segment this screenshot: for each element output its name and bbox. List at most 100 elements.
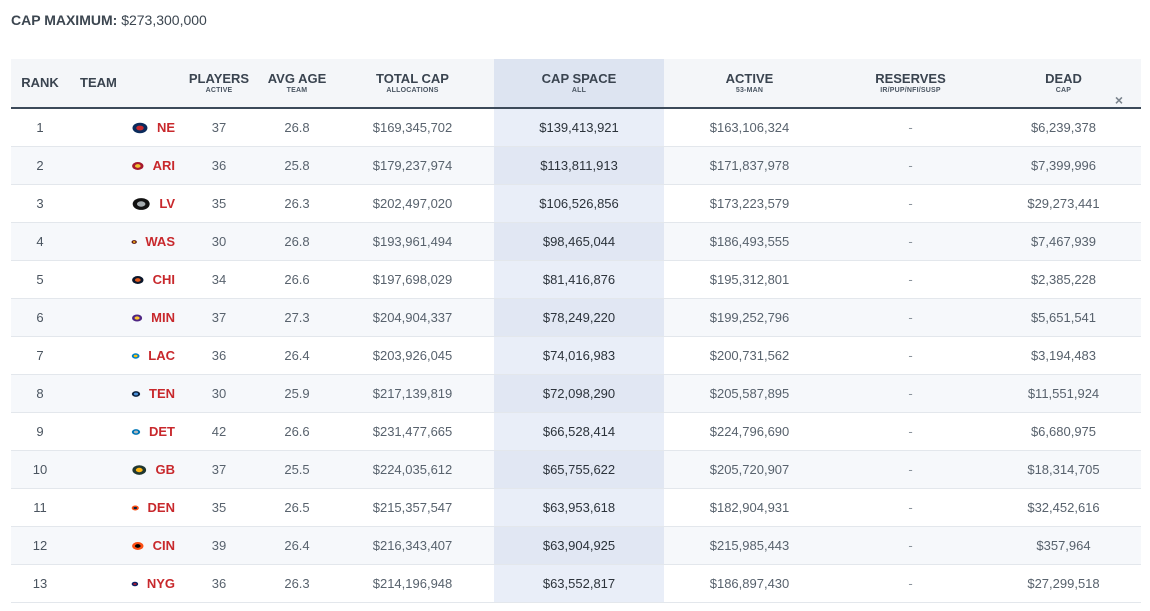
table-row: 8 TEN 30 25.9 $217,139,819 $72,098,290 $205,58… bbox=[11, 374, 1141, 413]
team-abbr[interactable]: MIN bbox=[151, 310, 175, 325]
team-cell[interactable]: MIN bbox=[69, 298, 175, 337]
team-cell[interactable]: ARI bbox=[69, 146, 175, 185]
team-abbr[interactable]: CHI bbox=[152, 272, 175, 287]
reserves-cell: - bbox=[835, 488, 986, 527]
cap-space-cell: $65,755,622 bbox=[494, 450, 664, 489]
team-abbr[interactable]: LAC bbox=[148, 348, 175, 363]
reserves-cell: - bbox=[835, 412, 986, 451]
avg-age-cell: 26.3 bbox=[263, 184, 331, 223]
team-cell[interactable]: NYG bbox=[69, 564, 175, 603]
table-row: 5 CHI 34 26.6 $197,698,029 $81,416,876 $195,31… bbox=[11, 260, 1141, 299]
reserves-cell: - bbox=[835, 260, 986, 299]
players-cell: 35 bbox=[175, 488, 263, 527]
cap-space-cell: $66,528,414 bbox=[494, 412, 664, 451]
team-cell[interactable]: WAS bbox=[69, 222, 175, 261]
active-cell: $205,720,907 bbox=[664, 450, 835, 489]
team-cell[interactable]: GB bbox=[69, 450, 176, 489]
team-cell[interactable]: DET bbox=[69, 412, 175, 451]
rank-cell: 9 bbox=[11, 412, 69, 451]
team-abbr[interactable]: GB bbox=[155, 462, 176, 477]
dead-cap-cell: $5,651,541 bbox=[986, 298, 1141, 337]
avg-age-cell: 27.3 bbox=[263, 298, 331, 337]
giants-logo-icon bbox=[131, 581, 139, 586]
header-players[interactable]: PLAYERS ACTIVE bbox=[175, 59, 263, 109]
header-avg-age[interactable]: AVG AGE TEAM bbox=[263, 59, 331, 109]
cap-space-cell: $113,811,913 bbox=[494, 146, 664, 185]
players-cell: 36 bbox=[175, 336, 263, 375]
team-cell[interactable]: CHI bbox=[69, 260, 175, 299]
active-cell: $200,731,562 bbox=[664, 336, 835, 375]
header-cap-space[interactable]: CAP SPACE ALL bbox=[494, 59, 664, 109]
avg-age-cell: 25.8 bbox=[263, 146, 331, 185]
players-cell: 37 bbox=[175, 108, 263, 147]
header-dead[interactable]: DEAD CAP × bbox=[986, 59, 1141, 109]
header-active[interactable]: ACTIVE 53-MAN bbox=[664, 59, 835, 109]
players-cell: 36 bbox=[175, 564, 263, 603]
table-row: 4 WAS 30 26.8 $193,961,494 $98,465,044 $186,49… bbox=[11, 222, 1141, 261]
titans-logo-icon bbox=[131, 390, 141, 397]
cap-space-cell: $63,904,925 bbox=[494, 526, 664, 565]
team-abbr[interactable]: DEN bbox=[147, 500, 175, 515]
reserves-cell: - bbox=[835, 108, 986, 147]
team-abbr[interactable]: WAS bbox=[145, 234, 175, 249]
active-cell: $215,985,443 bbox=[664, 526, 835, 565]
rank-cell: 2 bbox=[11, 146, 69, 185]
players-cell: 37 bbox=[175, 450, 263, 489]
players-cell: 36 bbox=[175, 146, 263, 185]
rank-cell: 8 bbox=[11, 374, 69, 413]
cap-space-cell: $81,416,876 bbox=[494, 260, 664, 299]
dead-cap-cell: $7,467,939 bbox=[986, 222, 1141, 261]
team-abbr[interactable]: LV bbox=[159, 196, 175, 211]
team-abbr[interactable]: ARI bbox=[152, 158, 175, 173]
active-cell: $186,897,430 bbox=[664, 564, 835, 603]
active-cell: $205,587,895 bbox=[664, 374, 835, 413]
header-reserves[interactable]: RESERVES IR/PUP/NFI/SUSP bbox=[835, 59, 986, 109]
bears-logo-icon bbox=[132, 275, 144, 284]
dead-cap-cell: $6,680,975 bbox=[986, 412, 1141, 451]
cap-maximum: CAP MAXIMUM: $273,300,000 bbox=[11, 12, 207, 28]
table-row: 11 DEN 35 26.5 $215,357,547 $63,953,618 $182,9… bbox=[11, 488, 1141, 527]
team-cell[interactable]: TEN bbox=[69, 374, 175, 413]
table-row: 7 LAC 36 26.4 $203,926,045 $74,016,983 $200,73… bbox=[11, 336, 1141, 375]
cap-space-cell: $106,526,856 bbox=[494, 184, 664, 223]
table-row: 10 GB 37 25.5 $224,035,612 $65,755,622 $205,72… bbox=[11, 450, 1141, 489]
table-row: 6 MIN 37 27.3 $204,904,337 $78,249,220 $199,25… bbox=[11, 298, 1141, 337]
rank-cell: 5 bbox=[11, 260, 69, 299]
team-cell[interactable]: LV bbox=[69, 184, 175, 223]
team-abbr[interactable]: NE bbox=[156, 120, 175, 135]
team-cell[interactable]: DEN bbox=[69, 488, 175, 527]
rank-cell: 6 bbox=[11, 298, 69, 337]
close-icon[interactable]: × bbox=[1114, 92, 1123, 108]
rank-cell: 4 bbox=[11, 222, 69, 261]
avg-age-cell: 26.6 bbox=[263, 260, 331, 299]
team-abbr[interactable]: NYG bbox=[146, 576, 175, 591]
team-abbr[interactable]: CIN bbox=[152, 538, 175, 553]
dead-cap-cell: $18,314,705 bbox=[986, 450, 1141, 489]
active-cell: $171,837,978 bbox=[664, 146, 835, 185]
reserves-cell: - bbox=[835, 564, 986, 603]
team-cell[interactable]: LAC bbox=[69, 336, 175, 375]
total-cap-cell: $202,497,020 bbox=[331, 184, 494, 223]
team-abbr[interactable]: DET bbox=[149, 424, 175, 439]
rank-cell: 3 bbox=[11, 184, 69, 223]
header-rank[interactable]: RANK bbox=[11, 59, 69, 109]
team-cell[interactable]: CIN bbox=[69, 526, 175, 565]
cardinals-logo-icon bbox=[132, 161, 144, 170]
active-cell: $195,312,801 bbox=[664, 260, 835, 299]
rank-cell: 13 bbox=[11, 564, 69, 603]
cap-space-cell: $63,552,817 bbox=[494, 564, 664, 603]
active-cell: $182,904,931 bbox=[664, 488, 835, 527]
reserves-cell: - bbox=[835, 450, 986, 489]
header-total-cap[interactable]: TOTAL CAP ALLOCATIONS bbox=[331, 59, 494, 109]
vikings-logo-icon bbox=[132, 313, 143, 322]
header-team[interactable]: TEAM bbox=[69, 59, 175, 109]
table-row: 3 LV 35 26.3 $202,497,020 $106,526,856 $173,22… bbox=[11, 184, 1141, 223]
avg-age-cell: 25.9 bbox=[263, 374, 331, 413]
active-cell: $163,106,324 bbox=[664, 108, 835, 147]
reserves-cell: - bbox=[835, 374, 986, 413]
broncos-logo-icon bbox=[131, 505, 139, 510]
table-header-row: RANK TEAM PLAYERS ACTIVE AVG AGE TEAM TOTA… bbox=[11, 59, 1141, 109]
cap-maximum-label: CAP MAXIMUM: bbox=[11, 12, 118, 28]
team-cell[interactable]: NE bbox=[69, 108, 175, 147]
team-abbr[interactable]: TEN bbox=[149, 386, 175, 401]
